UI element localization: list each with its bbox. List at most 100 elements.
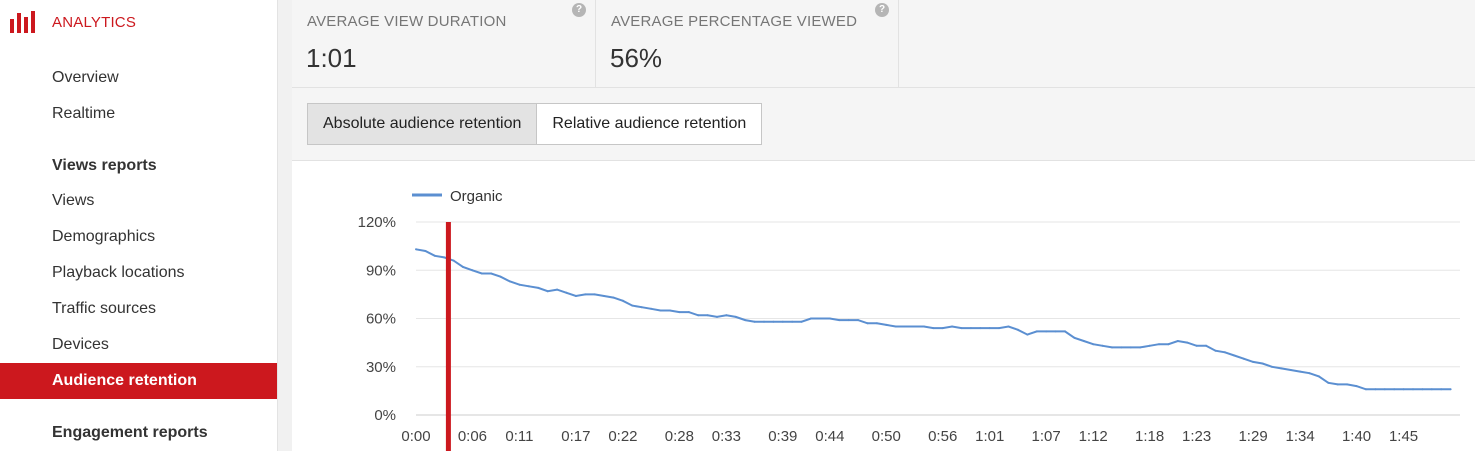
absolute-retention-button[interactable]: Absolute audience retention — [307, 103, 538, 145]
data-point-organic[interactable] — [537, 286, 540, 289]
data-point-organic[interactable] — [1158, 343, 1160, 346]
data-point-organic[interactable] — [1082, 340, 1085, 342]
data-point-organic[interactable] — [1327, 381, 1330, 384]
data-point-organic[interactable] — [894, 325, 897, 328]
data-point-organic[interactable] — [1393, 388, 1396, 391]
sidebar-item-overview[interactable]: Overview — [52, 69, 119, 86]
data-point-organic[interactable] — [1261, 362, 1264, 365]
data-point-organic[interactable] — [1299, 370, 1302, 373]
data-point-organic[interactable] — [565, 291, 568, 294]
data-point-organic[interactable] — [593, 293, 596, 296]
data-point-organic[interactable] — [951, 325, 954, 328]
data-point-organic[interactable] — [1101, 344, 1104, 347]
data-point-organic[interactable] — [828, 317, 831, 320]
data-point-organic[interactable] — [819, 317, 822, 320]
data-point-organic[interactable] — [1139, 346, 1142, 349]
data-point-organic[interactable] — [941, 327, 944, 330]
data-point-organic[interactable] — [518, 283, 521, 286]
data-point-organic[interactable] — [1195, 344, 1198, 347]
data-point-organic[interactable] — [810, 317, 812, 320]
data-point-organic[interactable] — [1026, 333, 1029, 336]
data-point-organic[interactable] — [1223, 351, 1226, 354]
data-point-organic[interactable] — [885, 323, 888, 326]
data-point-organic[interactable] — [734, 315, 737, 318]
data-point-organic[interactable] — [1430, 388, 1433, 391]
data-point-organic[interactable] — [556, 288, 559, 291]
data-point-organic[interactable] — [866, 322, 869, 325]
data-point-organic[interactable] — [650, 307, 653, 310]
data-point-organic[interactable] — [960, 327, 963, 330]
data-point-organic[interactable] — [1252, 360, 1255, 363]
data-point-organic[interactable] — [706, 314, 709, 317]
data-point-organic[interactable] — [725, 314, 728, 317]
data-point-organic[interactable] — [781, 320, 784, 323]
data-point-organic[interactable] — [988, 327, 991, 330]
data-point-organic[interactable] — [424, 250, 427, 252]
current-time-marker[interactable] — [445, 222, 451, 451]
data-point-organic[interactable] — [1054, 330, 1057, 333]
data-point-organic[interactable] — [1355, 385, 1358, 388]
data-point-organic[interactable] — [753, 320, 756, 323]
data-point-organic[interactable] — [1120, 346, 1123, 349]
data-point-organic[interactable] — [847, 319, 850, 322]
data-point-organic[interactable] — [1016, 328, 1019, 331]
data-point-organic[interactable] — [1364, 388, 1367, 391]
data-point-organic[interactable] — [1007, 325, 1010, 328]
sidebar-item-traffic-sources[interactable]: Traffic sources — [52, 300, 157, 317]
data-point-organic[interactable] — [1205, 344, 1208, 347]
data-point-organic[interactable] — [480, 272, 483, 275]
data-point-organic[interactable] — [1064, 330, 1066, 333]
data-point-organic[interactable] — [979, 327, 982, 330]
data-point-organic[interactable] — [791, 320, 794, 323]
question-circle-icon[interactable]: ? — [875, 3, 889, 17]
data-point-organic[interactable] — [1289, 369, 1292, 371]
data-point-organic[interactable] — [1421, 388, 1424, 391]
data-point-organic[interactable] — [1412, 388, 1414, 391]
relative-retention-button[interactable]: Relative audience retention — [537, 103, 763, 145]
data-point-organic[interactable] — [932, 327, 935, 330]
data-point-organic[interactable] — [904, 325, 907, 328]
sidebar-item-realtime[interactable]: Realtime — [52, 105, 116, 122]
data-point-organic[interactable] — [1270, 365, 1273, 368]
data-point-organic[interactable] — [546, 290, 549, 293]
data-point-organic[interactable] — [998, 327, 1001, 330]
data-point-organic[interactable] — [415, 248, 417, 251]
data-point-organic[interactable] — [574, 295, 577, 297]
data-point-organic[interactable] — [1317, 375, 1320, 378]
data-point-organic[interactable] — [1092, 343, 1095, 346]
data-point-organic[interactable] — [1186, 341, 1189, 344]
data-point-organic[interactable] — [1111, 346, 1113, 349]
data-point-organic[interactable] — [527, 285, 530, 288]
sidebar-item-demographics[interactable]: Demographics — [52, 228, 156, 245]
sidebar-item-devices[interactable]: Devices — [52, 336, 109, 353]
data-point-organic[interactable] — [1233, 354, 1236, 357]
sidebar-item-playback-locations[interactable]: Playback locations — [52, 264, 185, 281]
data-point-organic[interactable] — [763, 320, 765, 323]
data-point-organic[interactable] — [621, 299, 624, 302]
data-point-organic[interactable] — [969, 327, 972, 330]
data-point-organic[interactable] — [452, 259, 455, 262]
data-point-organic[interactable] — [443, 256, 446, 259]
data-point-organic[interactable] — [800, 320, 803, 323]
data-point-organic[interactable] — [772, 320, 775, 323]
data-point-organic[interactable] — [838, 319, 841, 322]
data-point-organic[interactable] — [1045, 330, 1048, 333]
data-point-organic[interactable] — [640, 306, 643, 309]
data-point-organic[interactable] — [1383, 388, 1386, 391]
data-point-organic[interactable] — [1336, 383, 1339, 386]
data-point-organic[interactable] — [1449, 388, 1452, 391]
data-point-organic[interactable] — [490, 272, 493, 275]
data-point-organic[interactable] — [687, 311, 690, 314]
data-point-organic[interactable] — [913, 325, 916, 328]
data-point-organic[interactable] — [631, 304, 634, 307]
data-point-organic[interactable] — [1148, 344, 1151, 347]
data-point-organic[interactable] — [1167, 343, 1170, 346]
data-point-organic[interactable] — [1214, 349, 1217, 352]
data-point-organic[interactable] — [922, 325, 925, 328]
data-point-organic[interactable] — [1129, 346, 1132, 349]
data-point-organic[interactable] — [1176, 340, 1179, 342]
data-point-organic[interactable] — [509, 280, 512, 283]
data-point-organic[interactable] — [678, 311, 681, 314]
data-point-organic[interactable] — [612, 296, 615, 299]
data-point-organic[interactable] — [744, 319, 747, 322]
